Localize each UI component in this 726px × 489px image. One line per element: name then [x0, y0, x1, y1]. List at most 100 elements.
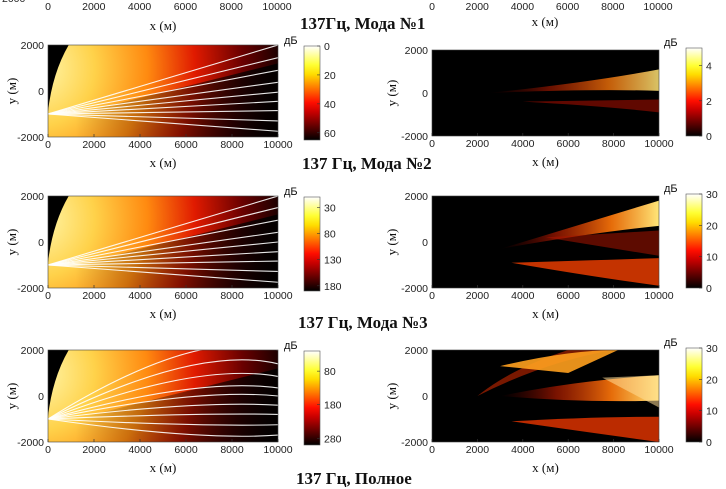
x-tick-label: 10000 [263, 290, 292, 302]
x-tick-label: 2000 [466, 290, 490, 302]
colorbar-tick-label: 80 [324, 366, 336, 378]
x-axis-label: x (м) [532, 306, 559, 321]
x-tick-label: 10000 [644, 138, 673, 150]
heatmap-beam [545, 230, 659, 256]
x-tick-label: 6000 [557, 444, 581, 456]
y-axis-label: y (м) [384, 80, 399, 107]
ray-2 [48, 372, 278, 420]
ray-2 [48, 219, 278, 266]
plot-frame [431, 49, 660, 137]
y-tick-label: 0 [38, 391, 44, 403]
heatmap-beam [500, 200, 659, 249]
heatmap-beam [488, 69, 659, 93]
section-title-mode2: 137 Гц, Мода №2 [302, 154, 432, 173]
ray-0 [48, 45, 278, 115]
x-tick-label: 2000 [82, 444, 106, 456]
x-axis-label: x (м) [150, 306, 177, 321]
cut-x-tick: 10000 [643, 1, 672, 13]
colorbar-tick-label: 10 [706, 252, 718, 264]
colorbar-tick-label: 40 [324, 99, 336, 111]
y-axis-label: y (м) [4, 229, 19, 256]
colorbar-unit: дБ [284, 186, 298, 198]
x-tick-label: 8000 [602, 290, 626, 302]
ray-3 [48, 385, 278, 420]
x-tick-label: 10000 [644, 444, 673, 456]
x-tick-label: 0 [45, 444, 51, 456]
ray-4 [48, 393, 278, 420]
colorbar-tick-label: 30 [324, 202, 336, 214]
ray-3 [48, 81, 278, 115]
ray-8 [48, 113, 278, 132]
y-tick-label: 2000 [21, 345, 45, 357]
heatmap-shadow-zone [48, 45, 69, 112]
colorbar-unit: дБ [664, 37, 678, 49]
heatmap-beam [500, 350, 619, 373]
cut-x-tick: 4000 [511, 1, 535, 13]
colorbar-tick-label: 180 [324, 281, 342, 293]
ray-7 [48, 264, 278, 272]
colorbar-tick-label: 0 [706, 283, 712, 295]
x-tick-label: 4000 [128, 139, 152, 151]
ray-3 [48, 231, 278, 266]
cut-x-tick: 2000 [82, 1, 106, 13]
y-tick-label: -2000 [17, 437, 44, 449]
x-tick-label: 2000 [466, 138, 490, 150]
heatmap-shadow-zone [75, 368, 278, 442]
colorbar [303, 196, 321, 292]
x-tick-label: 8000 [220, 139, 244, 151]
cut-x-tick: 6000 [556, 1, 580, 13]
colorbar-unit: дБ [284, 340, 298, 352]
x-tick-label: 2000 [466, 444, 490, 456]
x-tick-label: 10000 [263, 139, 292, 151]
colorbar-tick-label: 30 [706, 189, 718, 201]
colorbar-tick-label: 4 [706, 61, 712, 73]
colorbar [685, 347, 703, 443]
cut-x-tick: 8000 [601, 1, 625, 13]
x-tick-label: 4000 [511, 444, 535, 456]
y-tick-label: 0 [422, 391, 428, 403]
y-tick-label: 0 [38, 237, 44, 249]
x-tick-label: 6000 [557, 290, 581, 302]
x-tick-label: 4000 [128, 444, 152, 456]
colorbar-tick-label: 30 [706, 343, 718, 355]
colorbar [685, 47, 703, 137]
y-tick-label: -2000 [17, 283, 44, 295]
colorbar-tick-label: 130 [324, 255, 342, 267]
cut-x-tick: 10000 [262, 1, 291, 13]
x-tick-label: 6000 [174, 290, 198, 302]
y-axis-label: y (м) [4, 383, 19, 410]
heatmap-shadow-zone [75, 63, 278, 137]
ray-1 [48, 359, 278, 420]
x-axis-label: x (м) [150, 460, 177, 475]
y-axis-label: y (м) [384, 383, 399, 410]
cut-x-tick: 0 [429, 1, 435, 13]
section-title-mode1: 137Гц, Мода №1 [300, 14, 426, 33]
plot-frame [431, 195, 660, 289]
x-tick-label: 6000 [174, 444, 198, 456]
y-tick-label: 2000 [405, 345, 429, 357]
x-tick-label: 2000 [82, 290, 106, 302]
x-tick-label: 8000 [602, 138, 626, 150]
ray-0 [48, 196, 278, 266]
colorbar-unit: дБ [664, 337, 678, 349]
heatmap-shadow-zone [48, 350, 69, 417]
y-tick-label: 2000 [21, 40, 45, 52]
x-tick-label: 8000 [220, 444, 244, 456]
heatmap-beam [511, 416, 659, 442]
y-tick-label: 0 [38, 86, 44, 98]
ray-6 [48, 260, 278, 266]
x-tick-label: 0 [429, 138, 435, 150]
ray-4 [48, 91, 278, 115]
y-tick-label: -2000 [401, 437, 428, 449]
ray-2 [48, 69, 278, 115]
colorbar-unit: дБ [284, 35, 298, 47]
cut-x-tick: 0 [45, 1, 51, 13]
ray-6 [48, 110, 278, 115]
x-axis-label: x (м) [532, 460, 559, 475]
y-tick-label: -2000 [401, 283, 428, 295]
x-tick-label: 0 [45, 290, 51, 302]
x-tick-label: 10000 [644, 290, 673, 302]
